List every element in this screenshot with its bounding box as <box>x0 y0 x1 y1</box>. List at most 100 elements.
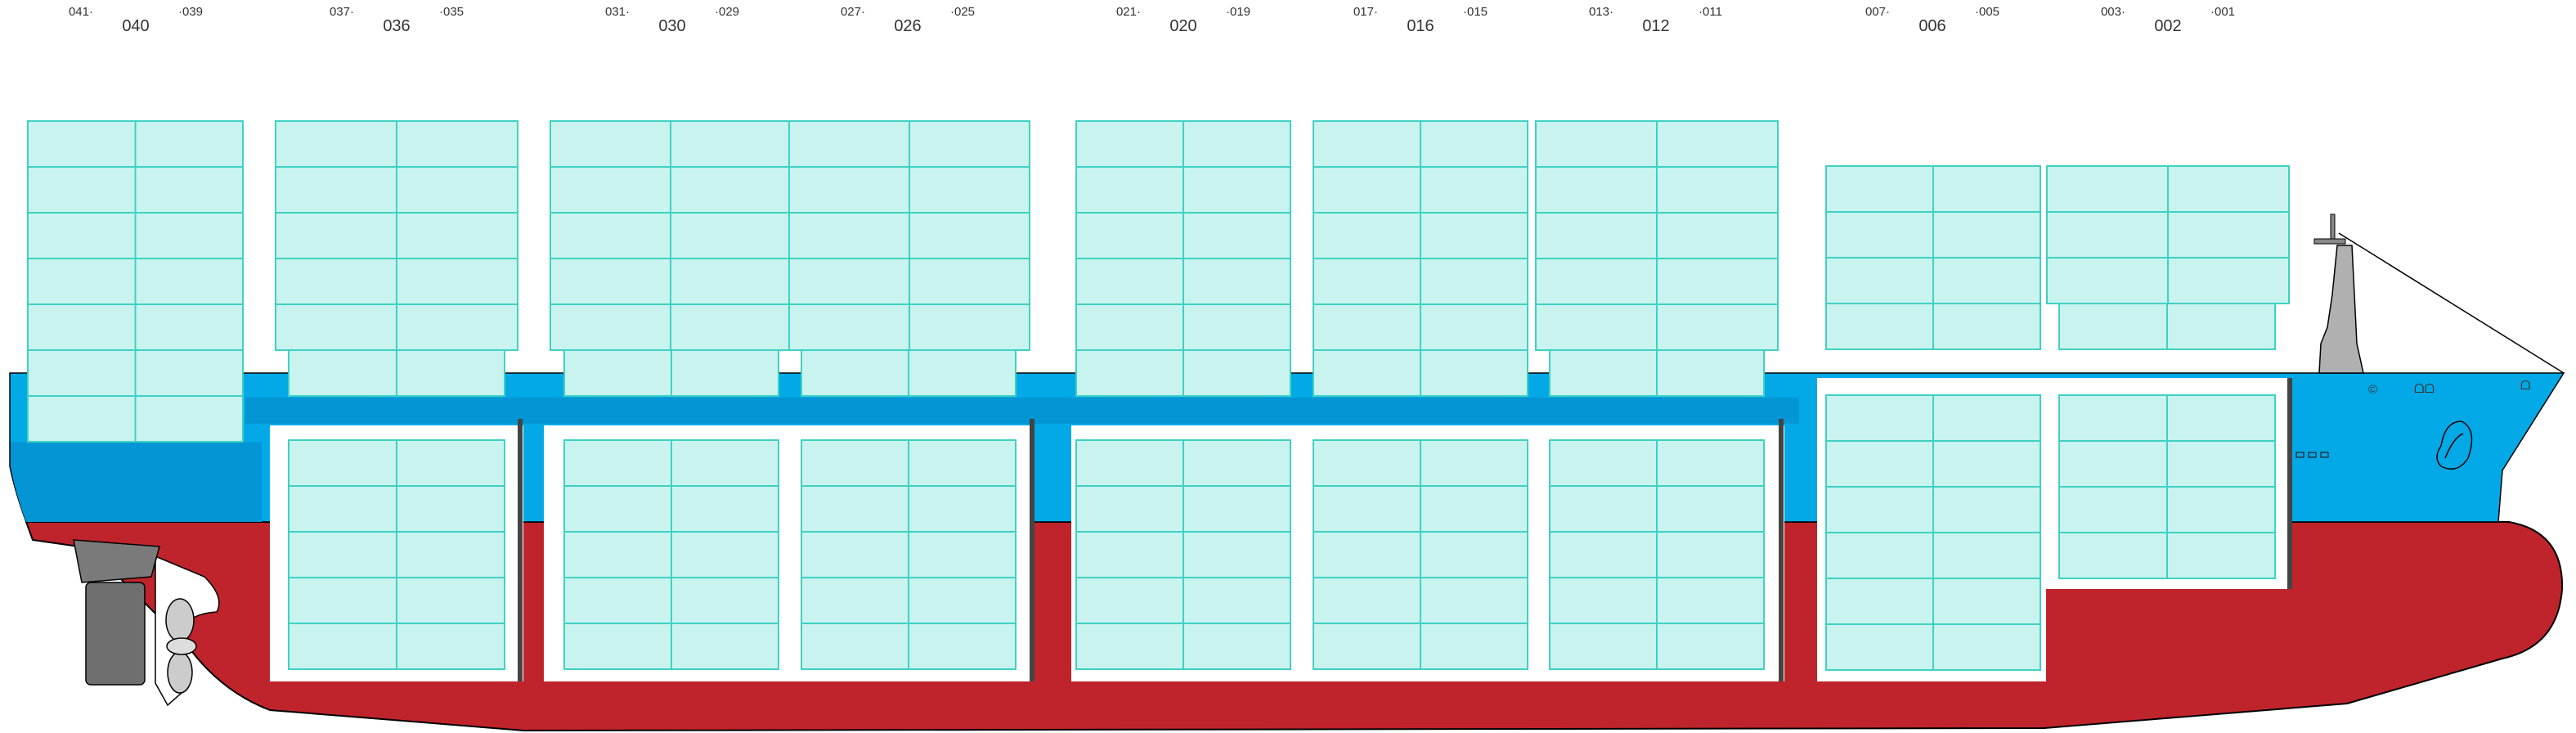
container-slot <box>670 212 792 259</box>
container-slot <box>1932 165 2041 213</box>
rudder-blade <box>85 582 146 686</box>
container-slot <box>1420 349 1528 397</box>
container-slot <box>1420 531 1528 578</box>
container-slot <box>670 120 792 168</box>
container-slot <box>1183 531 1291 578</box>
container-slot <box>1183 439 1291 487</box>
container-slot <box>396 623 505 670</box>
container-slot <box>134 349 244 397</box>
container-slot <box>1549 349 1658 397</box>
container-slot <box>909 304 1030 351</box>
container-slot <box>550 304 671 351</box>
container-slot <box>1183 485 1291 533</box>
container-slot <box>1420 304 1528 351</box>
container-slot <box>908 439 1016 487</box>
container-slot <box>2058 303 2168 350</box>
container-slot <box>1183 349 1291 397</box>
bow-details: © ᗝᗝ ᗝ <box>2296 214 2565 470</box>
container-slot <box>1183 623 1291 670</box>
bay-label: 036 <box>383 17 410 35</box>
container-slot <box>396 120 518 168</box>
container-slot <box>1656 212 1779 259</box>
container-slot <box>1656 577 1765 624</box>
container-slot <box>27 349 137 397</box>
container-slot <box>2167 165 2290 213</box>
container-slot <box>134 395 244 443</box>
bay-label: 026 <box>894 17 921 35</box>
container-slot <box>396 212 518 259</box>
container-slot <box>908 485 1016 533</box>
bay-label-aft: 003· <box>2101 5 2125 19</box>
container-slot <box>563 485 672 533</box>
bay-label: 006 <box>1919 17 1945 35</box>
container-slot <box>671 531 779 578</box>
container-slot <box>550 120 671 168</box>
container-slot <box>670 304 792 351</box>
container-slot <box>2046 165 2169 213</box>
bay-labels: 040 041· ·039 036 037· ·035 030 031· ·029 026 027·… <box>69 5 2235 35</box>
bay-label: 002 <box>2154 17 2181 35</box>
bay-label: 016 <box>1407 17 1434 35</box>
container-slot <box>288 439 397 487</box>
container-slot <box>1656 623 1765 670</box>
container-slot <box>788 212 910 259</box>
container-slot <box>1932 440 2041 488</box>
container-slot <box>275 166 397 214</box>
container-slot <box>134 212 244 259</box>
container-slot <box>1549 439 1658 487</box>
bay-label-aft: 017· <box>1353 5 1378 19</box>
bulkheads <box>518 378 2292 681</box>
container-slot <box>801 349 909 397</box>
container-slot <box>1420 120 1528 168</box>
container-slot <box>1549 485 1658 533</box>
container-slot <box>275 212 397 259</box>
propeller-blade-lower <box>167 651 193 694</box>
container-slot <box>2046 257 2169 304</box>
container-slot <box>1932 303 2041 350</box>
container-slot <box>396 166 518 214</box>
container-slot <box>396 577 505 624</box>
container-slot <box>1825 211 1934 259</box>
container-slot <box>563 577 672 624</box>
container-slot <box>1313 577 1421 624</box>
container-slot <box>1825 440 1934 488</box>
container-slot <box>27 166 137 214</box>
forestay <box>2338 232 2565 374</box>
bay-label-fwd: ·005 <box>1975 5 1999 19</box>
container-slot <box>2166 303 2276 350</box>
container-slot <box>1825 532 1934 579</box>
bay-label: 040 <box>122 17 149 35</box>
container-slot <box>1313 623 1421 670</box>
container-slot <box>134 166 244 214</box>
container-slot <box>1656 531 1765 578</box>
container-slot <box>1656 439 1765 487</box>
container-slot <box>396 485 505 533</box>
container-slot <box>671 623 779 670</box>
container-slot <box>1932 394 2041 442</box>
container-slot <box>1825 578 1934 625</box>
container-slot <box>1183 258 1291 305</box>
container-slot <box>396 349 505 397</box>
bay-label: 030 <box>658 17 685 35</box>
container-slot <box>1075 120 1184 168</box>
bay-label-fwd: ·025 <box>950 5 975 19</box>
container-slot <box>396 258 518 305</box>
bay-label: 012 <box>1642 17 1669 35</box>
container-slot <box>2058 440 2168 488</box>
container-slot <box>1075 485 1184 533</box>
container-slot <box>396 531 505 578</box>
forward-mast <box>2318 245 2364 374</box>
bay-label-aft: 041· <box>69 5 93 19</box>
container-slot <box>396 304 518 351</box>
container-slot <box>2166 532 2276 579</box>
container-slot <box>1656 349 1765 397</box>
container-slot <box>550 166 671 214</box>
bow-thruster-logo <box>2436 420 2473 470</box>
container-slot <box>908 349 1016 397</box>
container-slot <box>1932 257 2041 304</box>
container-slot <box>275 120 397 168</box>
container-slot <box>2166 440 2276 488</box>
container-slot <box>2046 211 2169 259</box>
container-slot <box>1535 258 1658 305</box>
